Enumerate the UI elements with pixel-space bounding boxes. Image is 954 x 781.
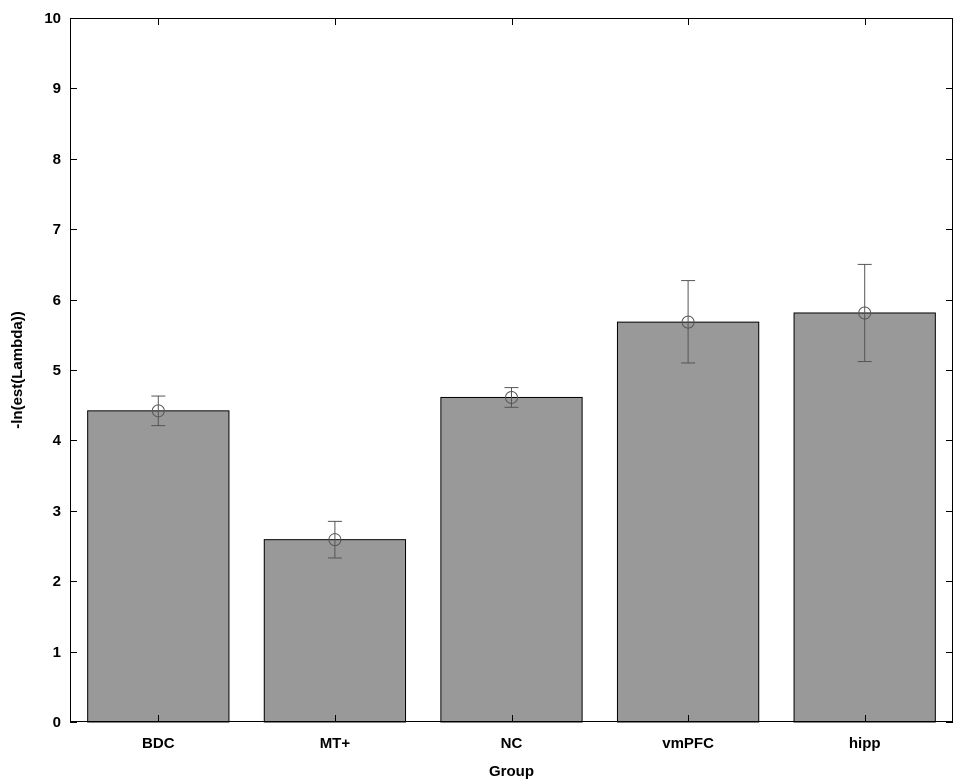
y-tick-label: 8 xyxy=(53,151,61,168)
bar-mt- xyxy=(263,539,407,723)
bars-layer xyxy=(87,312,936,723)
x-axis: BDC MT+ NC vmPFC hipp xyxy=(142,18,881,752)
bar-hipp xyxy=(793,312,936,723)
x-tick-label: vmPFC xyxy=(662,735,714,752)
mean-marker xyxy=(151,404,165,418)
error-bars-layer xyxy=(151,263,872,559)
bar-nc xyxy=(440,396,583,723)
y-tick-label: 7 xyxy=(53,221,61,238)
y-axis: 0 1 2 3 4 5 6 7 8 9 10 xyxy=(44,10,953,731)
x-tick-label: MT+ xyxy=(320,735,351,752)
x-axis-title: Group xyxy=(489,763,534,780)
y-tick-label: 4 xyxy=(53,432,62,449)
bar-vmpfc xyxy=(616,321,760,723)
y-tick-label: 2 xyxy=(53,573,61,590)
mean-marker xyxy=(858,306,872,320)
x-tick-label: NC xyxy=(501,735,523,752)
y-tick-label: 1 xyxy=(53,644,61,661)
y-axis-title: -ln(est(Lambda)) xyxy=(9,311,26,429)
y-tick-label: 6 xyxy=(53,292,61,309)
y-tick-label: 5 xyxy=(53,362,61,379)
y-tick-label: 3 xyxy=(53,503,61,520)
mean-marker xyxy=(681,315,695,329)
x-tick-label: BDC xyxy=(142,735,175,752)
mean-marker xyxy=(505,390,518,404)
x-tick-label: hipp xyxy=(849,735,881,752)
y-tick-label: 10 xyxy=(44,10,61,27)
y-tick-label: 9 xyxy=(53,80,61,97)
y-tick-label: 0 xyxy=(53,714,61,731)
mean-marker xyxy=(328,533,342,547)
bar-bdc xyxy=(87,410,230,723)
